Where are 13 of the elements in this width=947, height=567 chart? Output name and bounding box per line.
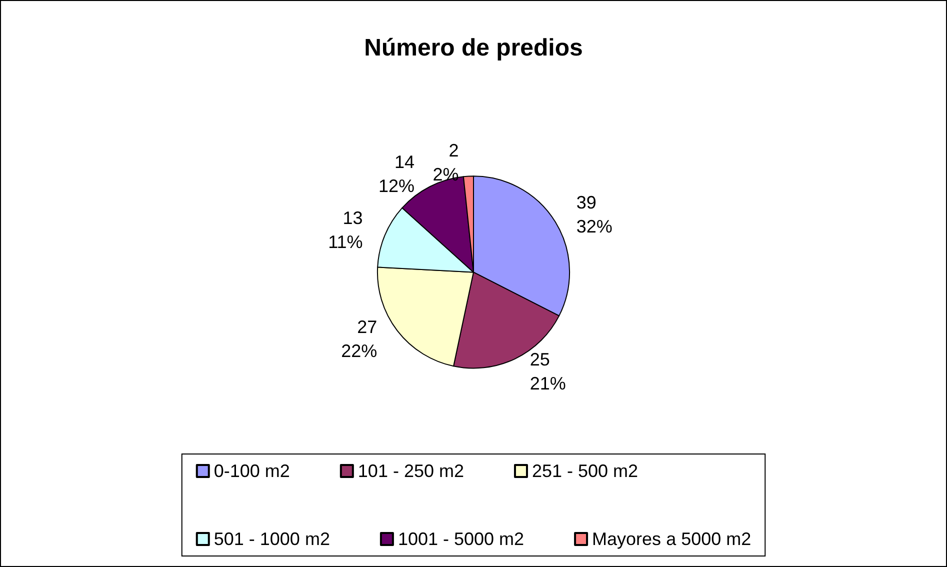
chart-title: Número de predios [364, 34, 583, 62]
data-label: 2 2% [432, 140, 459, 184]
legend-label: 501 - 1000 m2 [214, 529, 330, 549]
legend-label: 101 - 250 m2 [358, 461, 464, 481]
legend-label: 1001 - 5000 m2 [398, 529, 524, 549]
legend-label: 251 - 500 m2 [532, 461, 638, 481]
data-label: 13 11% [328, 208, 363, 252]
data-label: 14 12% [378, 152, 415, 196]
legend-label: 0-100 m2 [214, 461, 290, 481]
legend-label: Mayores a 5000 m2 [592, 529, 752, 549]
data-label: 27 22% [341, 317, 378, 362]
data-label: 39 32% [576, 192, 612, 237]
data-label: 25 21% [530, 350, 566, 394]
